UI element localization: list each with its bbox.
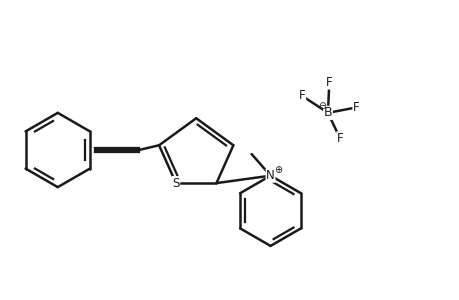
- Text: ⊕: ⊕: [274, 165, 282, 175]
- Text: F: F: [336, 132, 343, 145]
- Text: S: S: [172, 177, 179, 190]
- Text: B: B: [323, 106, 331, 119]
- Text: F: F: [352, 101, 359, 114]
- Text: F: F: [298, 89, 305, 103]
- Text: N: N: [266, 169, 274, 182]
- Text: ⊖: ⊖: [317, 101, 325, 111]
- Text: F: F: [325, 76, 332, 89]
